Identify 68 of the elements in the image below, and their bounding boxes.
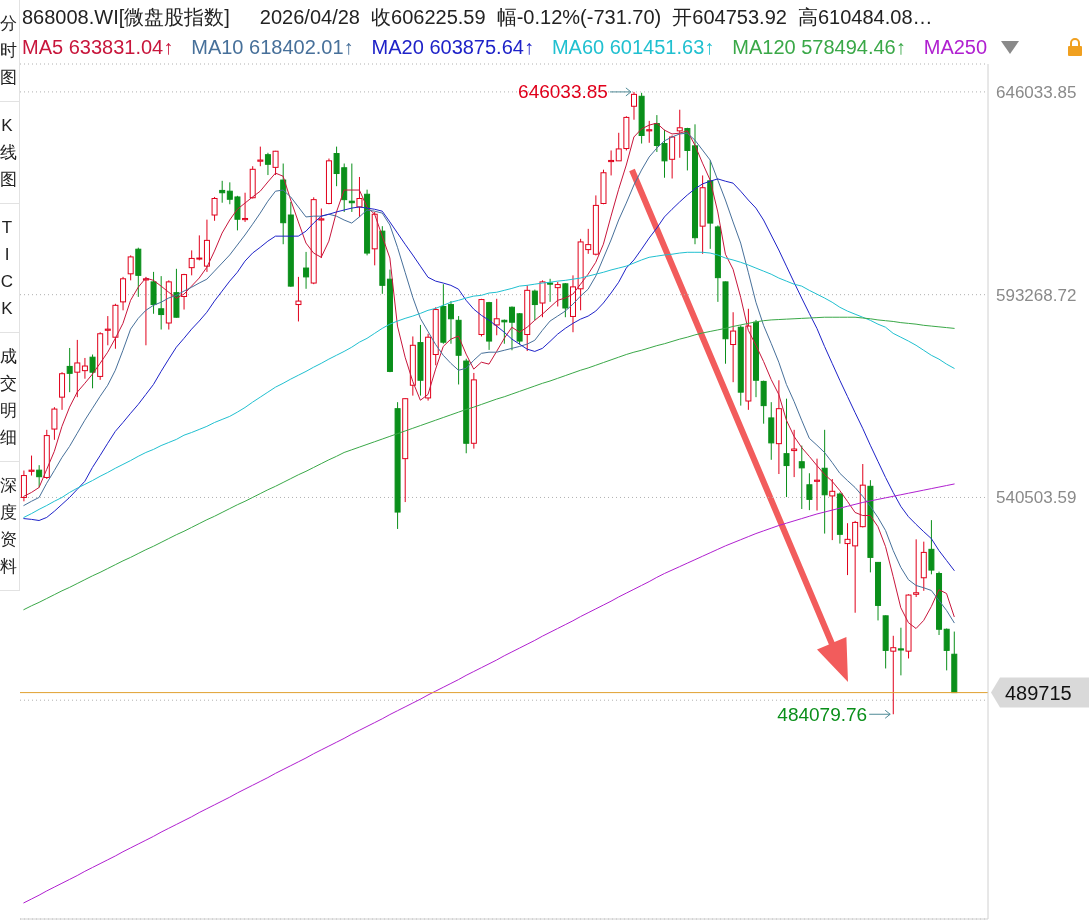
candlestick — [928, 519, 935, 575]
y-tick-label: 540503.59 — [996, 488, 1077, 508]
line-series — [23, 178, 955, 571]
y-tick-label: 593268.72 — [996, 285, 1077, 305]
annotation: 646033.85 — [518, 81, 608, 103]
chart-subtitle: 2026/04/28 收606225.59 幅-0.12%(-731.70) 开604753.92 高610484.08… — [259, 6, 933, 28]
candlestick — [806, 472, 813, 511]
candlestick — [127, 254, 134, 281]
candlestick — [28, 455, 35, 477]
candlestick — [219, 180, 226, 204]
candlestick — [242, 192, 249, 223]
candlestick — [257, 146, 264, 167]
candlestick — [158, 275, 165, 331]
candlestick — [608, 149, 615, 176]
candlestick — [89, 354, 96, 389]
candlestick — [653, 114, 660, 153]
candlestick — [890, 635, 897, 715]
candlestick — [303, 251, 310, 290]
candlestick — [730, 311, 737, 383]
candlestick — [676, 109, 683, 159]
candlestick — [783, 398, 790, 498]
chart-title: 868008.WI[微盘股指数] — [22, 6, 230, 28]
candlestick — [943, 627, 950, 671]
candlestick — [547, 278, 554, 303]
annotation: 484079.76 — [777, 703, 868, 725]
candlestick — [150, 271, 157, 315]
annotation: 成交明细 — [0, 347, 22, 447]
annotation: 深度资料 — [0, 476, 22, 576]
text: MA5 633831.04↑ — [22, 35, 174, 60]
candlestick — [897, 627, 904, 676]
text: MA20 603875.64↑ — [371, 35, 534, 60]
y-tick-label: 646033.85 — [996, 82, 1077, 102]
candlestick — [295, 276, 302, 322]
candlestick — [264, 152, 271, 176]
candlestick — [554, 281, 561, 307]
candlestick — [74, 339, 81, 398]
ref-line-label: 489715 — [1005, 681, 1072, 704]
line-series — [23, 251, 955, 518]
candlestick — [211, 196, 218, 222]
candlestick — [669, 134, 676, 180]
candlestick — [798, 445, 805, 510]
candlestick — [51, 406, 58, 441]
candlestick — [661, 129, 668, 179]
candlestick — [539, 279, 546, 318]
text: TICK — [0, 218, 19, 318]
candlestick — [631, 91, 637, 121]
text: MA120 578494.46↑ — [732, 35, 906, 60]
candlestick — [66, 347, 73, 393]
annotation: K线图 — [0, 116, 22, 189]
text: MA10 618402.01↑ — [191, 35, 354, 60]
candlestick — [447, 300, 454, 345]
line-series — [23, 316, 955, 611]
candlestick — [829, 478, 836, 541]
candlestick — [646, 120, 653, 144]
candlestick — [493, 298, 500, 336]
text: MA250 — [923, 35, 988, 60]
text: MA60 601451.63↑ — [551, 35, 715, 60]
annotation: 分时图 — [0, 14, 22, 87]
candlestick — [791, 429, 798, 478]
candlestick — [814, 458, 821, 512]
candlestick — [531, 289, 538, 321]
candlestick — [356, 176, 363, 218]
candlestick — [272, 150, 279, 176]
candlestick — [59, 371, 66, 411]
candlestick — [120, 276, 127, 311]
candlestick — [20, 470, 27, 502]
candlestick — [81, 357, 88, 380]
line-series — [23, 483, 955, 904]
